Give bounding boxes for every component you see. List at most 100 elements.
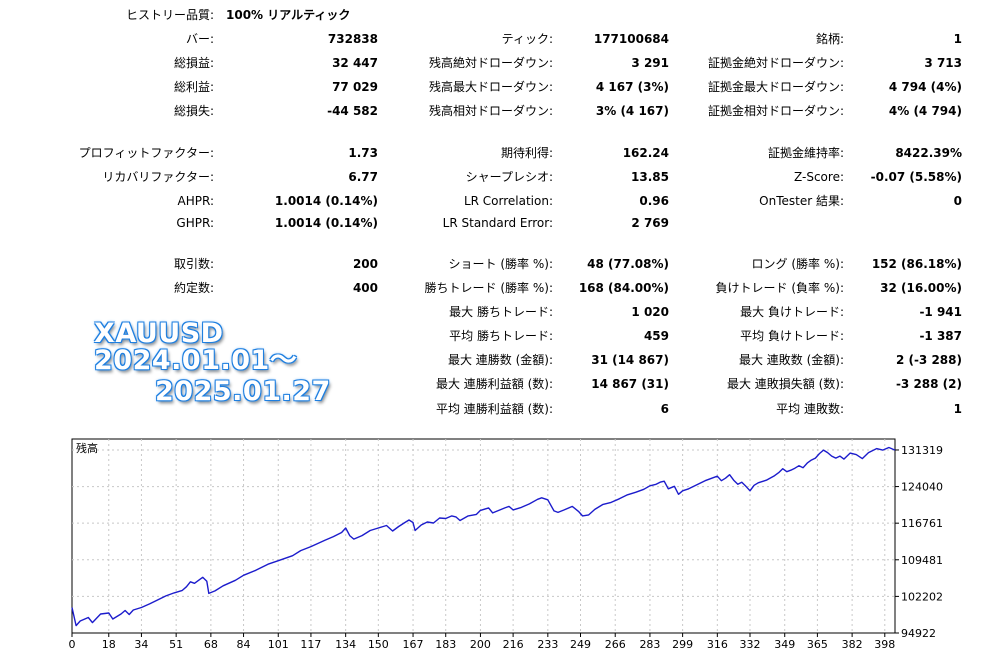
x-tick-label: 68 [204, 638, 218, 651]
stat-value: 1 020 [631, 305, 669, 319]
stat-value: 168 (84.00%) [578, 281, 669, 295]
stat-value: 4 794 (4%) [888, 80, 962, 94]
y-tick-label: 124040 [901, 481, 943, 494]
x-tick-label: 84 [237, 638, 251, 651]
stat-label: AHPR: [177, 194, 214, 208]
x-tick-label: 0 [69, 638, 76, 651]
x-tick-label: 332 [740, 638, 761, 651]
stat-label: 最大 連勝数 (金額): [447, 353, 553, 367]
stat-label: リカバリファクター: [102, 170, 214, 184]
stat-label: 残高最大ドローダウン: [428, 80, 553, 94]
x-tick-label: 283 [639, 638, 660, 651]
chart-title: 残高 [76, 441, 98, 455]
stat-label: 総利益: [173, 80, 214, 94]
stat-value: -44 582 [327, 104, 378, 118]
stat-value: 32 (16.00%) [880, 281, 962, 295]
stat-label: バー: [185, 32, 214, 46]
plot-frame [71, 438, 896, 634]
stat-value: 48 (77.08%) [587, 257, 669, 271]
stat-value: 13.85 [631, 170, 669, 184]
stat-label: ロング (勝率 %): [751, 257, 844, 271]
x-tick-label: 34 [134, 638, 148, 651]
y-tick-label: 94922 [901, 627, 936, 640]
stat-value: 0 [953, 194, 962, 208]
stat-label: ヒストリー品質: [125, 8, 214, 22]
stat-label: 残高絶対ドローダウン: [428, 56, 553, 70]
stat-label: 約定数: [173, 281, 214, 295]
y-tick-label: 109481 [901, 554, 943, 567]
stat-value: 152 (86.18%) [871, 257, 962, 271]
stat-label: 平均 連敗数: [776, 402, 844, 416]
stat-label: OnTester 結果: [759, 194, 844, 208]
x-tick-label: 134 [335, 638, 356, 651]
x-tick-label: 167 [403, 638, 424, 651]
x-tick-label: 316 [707, 638, 728, 651]
stat-value: -3 288 (2) [895, 377, 962, 391]
stat-label: 最大 連敗数 (金額): [738, 353, 844, 367]
balance-line [71, 446, 896, 627]
y-tick-label: 116761 [901, 517, 943, 530]
x-tick-label: 200 [470, 638, 491, 651]
x-tick-label: 349 [774, 638, 795, 651]
y-tick-label: 102202 [901, 590, 943, 603]
stat-value: 77 029 [332, 80, 378, 94]
stat-value: 1 [953, 402, 962, 416]
stat-label: 平均 負けトレード: [740, 329, 844, 343]
stat-label: 総損失: [173, 104, 214, 118]
stat-label: シャープレシオ: [465, 170, 553, 184]
stat-value: 3% (4 167) [595, 104, 669, 118]
stat-label: 平均 連勝利益額 (数): [435, 402, 553, 416]
stat-value: 100% リアルティック [226, 8, 351, 22]
stat-label: 証拠金最大ドローダウン: [707, 80, 844, 94]
x-tick-label: 249 [570, 638, 591, 651]
x-tick-label: 101 [268, 638, 289, 651]
stat-value: 1 [953, 32, 962, 46]
stat-value: 1.0014 (0.14%) [274, 194, 378, 208]
stat-value: 14 867 (31) [591, 377, 669, 391]
stat-value: -0.07 (5.58%) [870, 170, 962, 184]
stat-value: 6.77 [348, 170, 378, 184]
date-start-watermark: 2024.01.01〜 [94, 345, 298, 376]
stat-label: 平均 勝ちトレード: [449, 329, 553, 343]
x-tick-label: 18 [102, 638, 116, 651]
x-tick-label: 398 [874, 638, 895, 651]
x-tick-label: 382 [842, 638, 863, 651]
stat-label: 最大 負けトレード: [740, 305, 844, 319]
stat-value: 400 [352, 281, 378, 295]
stat-label: 期待利得: [500, 146, 553, 160]
balance-chart: 94922 102202 109481 116761 124040 131319 0 18 34… [69, 438, 943, 651]
stat-value: 3 291 [631, 56, 669, 70]
stat-label: 最大 勝ちトレード: [449, 305, 553, 319]
stat-label: LR Correlation: [463, 194, 553, 208]
stat-label: 残高相対ドローダウン: [428, 104, 553, 118]
x-tick-label: 299 [672, 638, 693, 651]
stat-value: 177100684 [593, 32, 669, 46]
stat-label: 取引数: [173, 257, 214, 271]
stat-label: 証拠金絶対ドローダウン: [707, 56, 844, 70]
stat-label: 証拠金相対ドローダウン: [707, 104, 844, 118]
x-tick-label: 51 [169, 638, 183, 651]
x-tick-label: 216 [503, 638, 524, 651]
stat-value: 3 713 [924, 56, 962, 70]
stat-value: 459 [643, 329, 669, 343]
stat-value: 162.24 [622, 146, 669, 160]
stat-label: 勝ちトレード (勝率 %): [424, 281, 553, 295]
stat-value: 2 (-3 288) [895, 353, 962, 367]
stat-value: 4% (4 794) [888, 104, 962, 118]
x-tick-label: 266 [605, 638, 626, 651]
stat-label: 証拠金維持率: [767, 146, 844, 160]
x-tick-label: 117 [300, 638, 321, 651]
stat-label: LR Standard Error: [442, 216, 553, 230]
stat-label: 銘柄: [815, 32, 844, 46]
stat-label: 負けトレード (負率 %): [715, 281, 844, 295]
x-tick-label: 233 [537, 638, 558, 651]
stat-value: 732838 [327, 32, 378, 46]
stat-label: 最大 連敗損失額 (数): [726, 377, 844, 391]
stat-label: プロフィットファクター: [78, 146, 214, 160]
stat-value: -1 941 [919, 305, 962, 319]
x-tick-label: 183 [435, 638, 456, 651]
stat-label: GHPR: [176, 216, 214, 230]
x-tick-label: 150 [368, 638, 389, 651]
stat-value: 2 769 [631, 216, 669, 230]
stat-label: 最大 連勝利益額 (数): [435, 377, 553, 391]
